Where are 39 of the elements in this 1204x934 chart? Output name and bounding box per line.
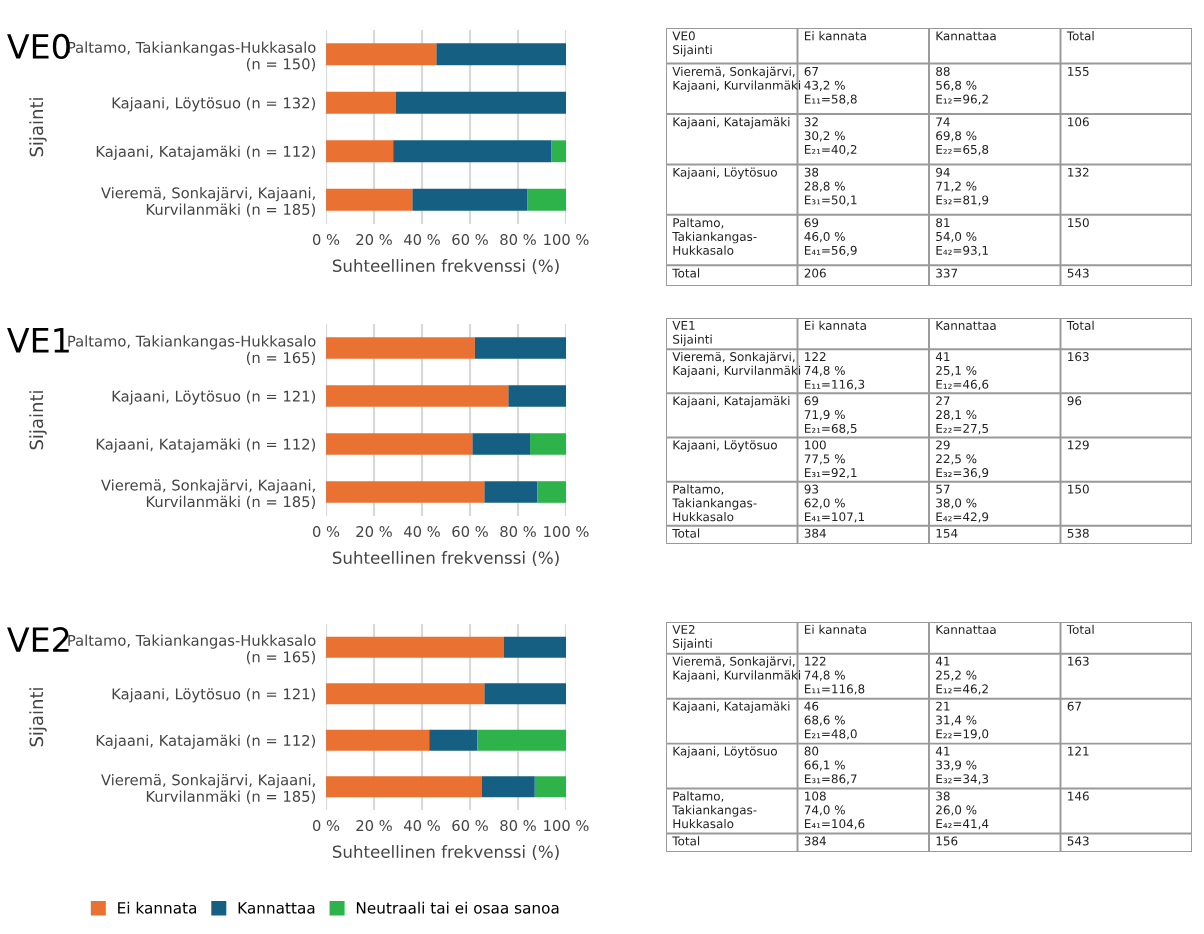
- bar: [530, 433, 566, 455]
- bar: [326, 729, 430, 751]
- bar: [474, 337, 566, 359]
- bar: [393, 140, 552, 163]
- bar: [508, 385, 566, 407]
- bar: [551, 140, 566, 163]
- bar: [326, 91, 396, 114]
- bar: [484, 683, 566, 705]
- bar: [484, 481, 538, 503]
- bar: [436, 43, 566, 66]
- bar: [326, 385, 509, 407]
- bar: [503, 636, 566, 658]
- bar: [477, 729, 566, 751]
- y-axis-title: Sijainti: [29, 391, 47, 450]
- y-axis-title: Sijainti: [29, 688, 47, 747]
- bar: [326, 433, 473, 455]
- bar: [326, 636, 504, 658]
- y-axis-title: Sijainti: [29, 98, 47, 157]
- bar: [412, 188, 528, 211]
- text: VE1: [7, 328, 69, 353]
- bar: [534, 776, 566, 798]
- x-axis-title: Suhteellinen frekvenssi (%): [332, 845, 559, 860]
- bar: [326, 337, 475, 359]
- x-axis-title: Suhteellinen frekvenssi (%): [332, 551, 559, 566]
- bar: [482, 776, 535, 798]
- bar: [326, 188, 413, 211]
- bar: [395, 91, 566, 114]
- x-axis-title: Suhteellinen frekvenssi (%): [332, 259, 559, 274]
- bar: [429, 729, 478, 751]
- bar: [537, 481, 566, 503]
- bar: [326, 776, 482, 798]
- bar: [326, 683, 485, 705]
- bar: [326, 140, 394, 163]
- bar: [527, 188, 566, 211]
- bar: [472, 433, 530, 455]
- bar: [326, 43, 437, 66]
- bar: [326, 481, 485, 503]
- text: VE0: [7, 33, 70, 60]
- text: VE2: [7, 627, 69, 652]
